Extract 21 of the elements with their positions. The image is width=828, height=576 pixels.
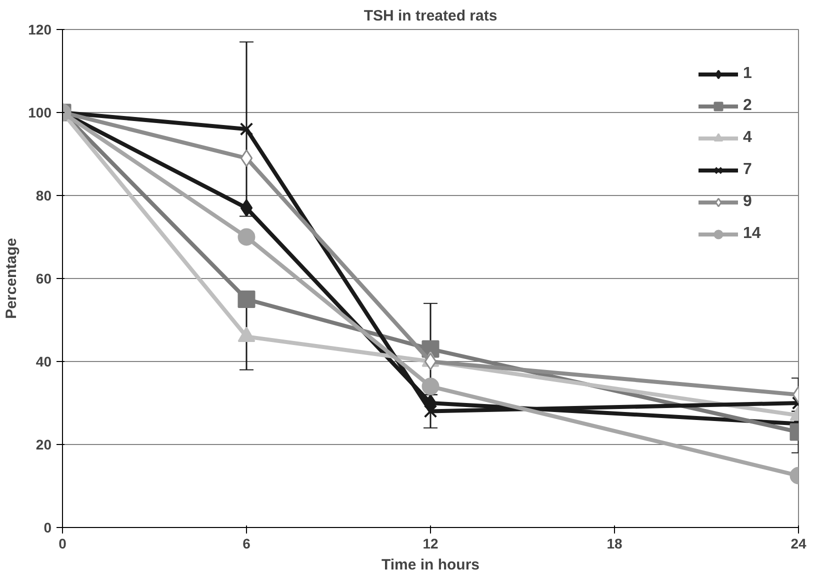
x-tick-label: 12 [422, 536, 438, 552]
legend-label: 9 [743, 193, 753, 211]
y-tick-label: 120 [28, 22, 52, 38]
legend-label: 2 [743, 97, 753, 115]
x-tick-label: 24 [790, 536, 806, 552]
legend-label: 7 [743, 161, 753, 179]
x-tick-label: 0 [58, 536, 67, 552]
x-tick-label: 18 [606, 536, 622, 552]
y-tick-label: 80 [36, 188, 52, 204]
y-tick-label: 40 [36, 354, 52, 370]
chart-title: TSH in treated rats [364, 8, 498, 24]
y-tick-label: 20 [36, 436, 52, 452]
legend-label: 1 [743, 65, 753, 83]
legend-label: 4 [743, 129, 753, 147]
y-axis-title: Percentage [3, 238, 20, 319]
y-tick-label: 60 [36, 270, 52, 286]
legend-label: 14 [743, 225, 762, 243]
y-tick-label: 0 [44, 520, 52, 536]
y-tick-label: 100 [28, 104, 52, 120]
x-axis-title: Time in hours [381, 556, 480, 574]
x-tick-label: 6 [242, 536, 251, 552]
